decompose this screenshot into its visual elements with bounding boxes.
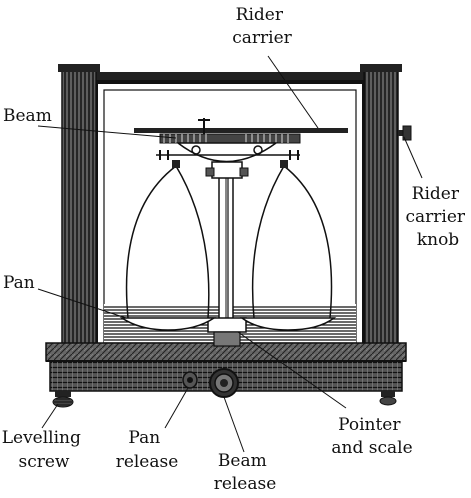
label-pan-release: Pan release (116, 428, 179, 472)
left-pan (119, 317, 217, 331)
label-pan: Pan (3, 273, 35, 293)
leader-pan-release (164, 387, 189, 429)
left-pillar-cap (58, 64, 100, 72)
leader-beam-release (223, 396, 245, 453)
levelling-screw (52, 391, 74, 408)
right-pan (239, 317, 337, 331)
label-levelling-screw: Levelling screw (2, 428, 87, 472)
left-pillar (61, 67, 97, 355)
label-rider-carrier: Rider carrier (232, 5, 292, 48)
rider-carrier-bar (134, 128, 348, 133)
pan-release-knob (182, 371, 198, 389)
label-rider-carrier-knob: Rider carrier knob (406, 184, 471, 250)
leader-lines (37, 55, 423, 453)
leader-rider-carrier-knob (403, 136, 423, 179)
beam-assembly (134, 118, 348, 179)
rider-carrier-knob (398, 125, 412, 141)
right-pillar-cap (360, 64, 402, 72)
leader-levelling-screw (41, 403, 59, 429)
beam-release-knob (209, 368, 239, 398)
leader-beam (37, 125, 177, 139)
leader-pointer-and-scale (237, 331, 347, 409)
right-pan-hanger (251, 160, 333, 319)
label-beam: Beam (3, 106, 52, 126)
beam-bar (159, 133, 301, 144)
leader-pan (37, 288, 127, 319)
cabinet (58, 64, 402, 355)
leader-rider-carrier (267, 55, 319, 129)
label-pointer-and-scale: Pointer and scale (331, 415, 412, 458)
right-foot (379, 391, 397, 406)
label-beam-release: Beam release (214, 451, 277, 493)
right-pillar (363, 67, 399, 355)
top-rail (62, 72, 398, 82)
left-pan-hanger (125, 160, 210, 319)
